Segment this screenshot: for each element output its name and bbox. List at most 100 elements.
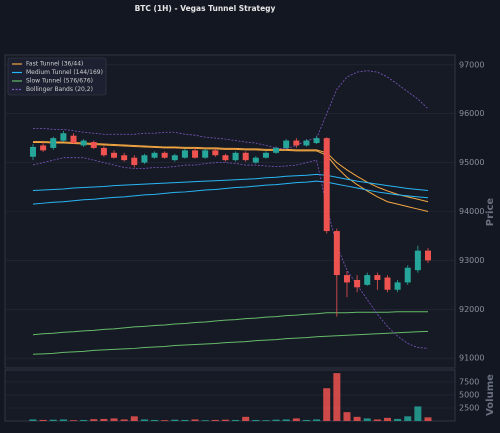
volume-bar [171,419,179,421]
volume-bar [211,419,219,421]
candle-body [151,152,158,158]
volume-tick-label: 5000 [459,390,479,399]
candle-body [313,138,320,144]
volume-bar [373,419,381,421]
volume-bar [394,418,402,421]
candle-body [242,152,249,161]
volume-bar [272,419,280,421]
candle-body [141,155,148,163]
candle-body [30,146,36,157]
volume-bar [181,419,189,421]
volume-bar [140,419,148,421]
overlay-line [32,330,429,355]
volume-bar [80,419,88,421]
legend-label: Medium Tunnel (144/169) [26,69,103,76]
volume-bar [39,419,47,421]
legend-label: Slow Tunnel (576/676) [26,78,93,85]
volume-bar [292,418,300,421]
y-tick-label: 94000 [459,207,484,216]
candle-body [70,135,77,144]
volume-bar [282,419,290,421]
y-tick-label: 97000 [459,60,484,69]
overlay-line [33,70,429,150]
legend-label: Fast Tunnel (36/44) [26,61,83,68]
candle-body [181,150,188,158]
legend: Fast Tunnel (36/44)Medium Tunnel (144/16… [7,57,107,96]
volume-bar [333,373,341,421]
y-tick-label: 96000 [459,109,484,118]
volume-bar [191,419,199,421]
volume-tick-label: 2500 [459,403,479,412]
candle-body [40,145,47,151]
volume-bar [70,420,78,421]
candle-body [364,275,371,285]
volume-bar [383,417,391,421]
volume-bar [90,419,98,421]
candle-body [262,152,269,158]
y-tick-label: 91000 [459,354,484,363]
volume-bar [323,388,331,421]
candle-body [222,155,229,161]
y-tick-label: 95000 [459,158,484,167]
candle-body [252,157,259,163]
volume-bar [110,418,118,421]
volume-bar [302,419,310,421]
y-tick-label: 93000 [459,256,484,265]
candle-body [161,152,168,158]
volume-bar [242,416,250,421]
candle-body [131,157,138,166]
candle-body [354,279,361,288]
volume-bar [100,418,108,421]
candle-body [121,155,128,161]
volume-bar [363,418,371,421]
volume-bar [232,419,240,421]
candle-body [323,138,330,232]
volume-bar [313,419,321,421]
volume-bar [120,419,128,421]
candle-body [202,150,209,158]
candle-body [192,150,199,158]
candle-body [171,155,178,161]
overlay-line [32,180,429,205]
y-axis-label: Price [485,198,496,227]
candle-body [283,140,290,148]
overlay-line [33,142,429,212]
candle-body [60,133,67,141]
candle-body [404,267,411,283]
legend-label: Bollinger Bands (20,2) [26,86,93,93]
candle-body [50,138,57,148]
volume-bar [353,416,361,421]
candle-body [414,250,421,271]
candle-body [100,147,107,156]
volume-bar [414,406,422,421]
overlay-line [33,141,429,203]
volume-bar [424,417,432,421]
volume-bar [161,420,169,421]
volume-bar [201,420,209,421]
volume-bar [343,412,351,421]
overlay-line [32,173,429,191]
volume-bar [130,416,138,421]
candle-body [384,277,391,290]
volume-panel [4,369,456,422]
candle-body [303,140,310,146]
candle-body [425,250,431,261]
y-tick-label: 92000 [459,305,484,314]
overlay-line [32,311,428,336]
volume-bar [49,419,57,421]
volume-axis-label: Volume [485,374,496,416]
chart-title: BTC (1H) - Vegas Tunnel Strategy [135,4,276,13]
volume-tick-label: 7500 [459,377,479,386]
candle-body [374,275,381,280]
candle-body [80,140,87,146]
candle-body [273,147,280,153]
candle-body [90,142,97,148]
candle-body [232,152,239,161]
candle-body [293,140,300,146]
volume-bar [59,419,67,421]
volume-bar [29,419,37,421]
candle-body [343,275,350,283]
candle-body [212,150,219,156]
candle-body [333,231,340,276]
